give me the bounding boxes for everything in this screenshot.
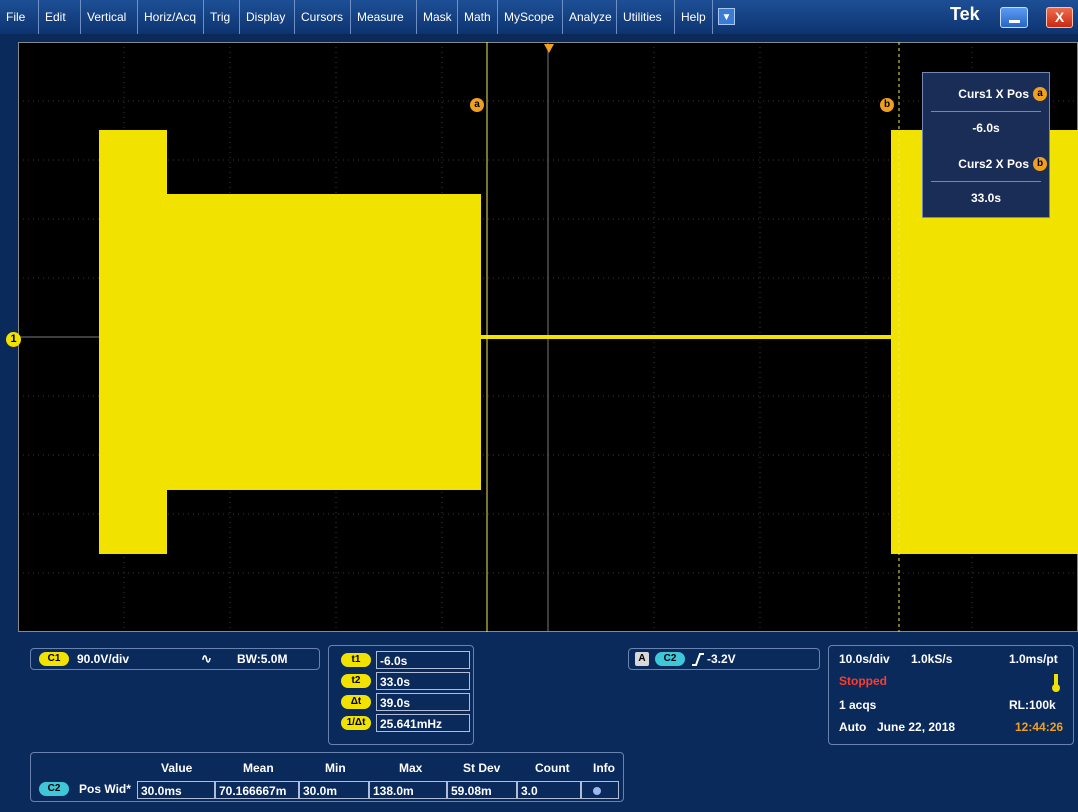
- record-length: RL:100k: [1009, 698, 1056, 712]
- baseline-noise: [481, 335, 891, 339]
- menu-cursors[interactable]: Cursors: [295, 0, 351, 34]
- channel-1-chip: C1: [39, 652, 69, 666]
- rising-edge-icon: [692, 653, 704, 666]
- measurement-mean: 70.166667m: [215, 781, 299, 799]
- measurement-value: 30.0ms: [137, 781, 215, 799]
- menu-vertical[interactable]: Vertical: [81, 0, 138, 34]
- header-st-dev: St Dev: [463, 761, 501, 775]
- vertical-scale: 90.0V/div: [77, 652, 130, 666]
- menu-analyze[interactable]: Analyze: [563, 0, 617, 34]
- acquisition-status: Stopped: [839, 674, 887, 688]
- waveform-graticule: [18, 42, 1078, 632]
- signal-burst: [167, 194, 481, 490]
- channel-1-panel[interactable]: C1 90.0V/div ∿ BW:5.0M: [30, 648, 320, 670]
- inverse-delta-t-value: 25.641mHz: [376, 714, 470, 732]
- minimize-button[interactable]: [1000, 7, 1028, 28]
- curs1-badge: a: [1033, 87, 1047, 101]
- cursor-readout-panel[interactable]: Curs1 X Pos a -6.0s Curs2 X Pos b 33.0s: [922, 72, 1050, 218]
- acquisition-count: 1 acqs: [839, 698, 877, 712]
- cursor-b-badge[interactable]: b: [880, 98, 894, 112]
- menu-trig[interactable]: Trig: [204, 0, 240, 34]
- menu-help[interactable]: Help: [675, 0, 713, 34]
- trigger-position-icon: [544, 44, 554, 53]
- measurement-panel[interactable]: Value Mean Min Max St Dev Count Info C2 …: [30, 752, 624, 802]
- measurement-name: Pos Wid*: [79, 782, 131, 796]
- menu-math[interactable]: Math: [458, 0, 498, 34]
- trigger-mode: Auto: [839, 720, 867, 734]
- curs2-value: 33.0s: [970, 191, 1002, 205]
- curs2-label: Curs2 X Pos: [958, 157, 1029, 171]
- cursor-measure-panel[interactable]: t1 -6.0s t2 33.0s Δt 39.0s 1/Δt 25.641mH…: [328, 645, 474, 745]
- menu-file[interactable]: File: [0, 0, 39, 34]
- trigger-level: -3.2V: [707, 652, 736, 666]
- header-max: Max: [399, 761, 423, 775]
- header-count: Count: [535, 761, 570, 775]
- t1-value: -6.0s: [376, 651, 470, 669]
- divider: [931, 181, 1041, 182]
- menu-display[interactable]: Display: [240, 0, 295, 34]
- curs1-value: -6.0s: [972, 121, 1000, 135]
- measurement-info[interactable]: [581, 781, 619, 799]
- time-per-point: 1.0ms/pt: [1009, 652, 1058, 666]
- horizontal-panel[interactable]: 10.0s/div 1.0kS/s 1.0ms/pt Stopped 1 acq…: [828, 645, 1074, 745]
- sample-rate: 1.0kS/s: [911, 652, 953, 666]
- menu-utilities[interactable]: Utilities: [617, 0, 675, 34]
- ac-coupling-icon: ∿: [201, 651, 212, 666]
- curs1-label: Curs1 X Pos: [958, 87, 1029, 101]
- t2-value: 33.0s: [376, 672, 470, 690]
- signal-burst: [99, 130, 167, 554]
- close-button[interactable]: X: [1046, 7, 1073, 28]
- trigger-source-chip: C2: [655, 652, 685, 666]
- date: June 22, 2018: [877, 720, 956, 734]
- dropdown-arrow-icon[interactable]: ▼: [718, 8, 735, 25]
- info-indicator-icon: [593, 787, 601, 795]
- trigger-a-chip: A: [635, 652, 649, 666]
- channel-1-ground-marker[interactable]: 1: [6, 332, 21, 347]
- measurement-max: 138.0m: [369, 781, 447, 799]
- inverse-delta-t-chip: 1/Δt: [341, 716, 371, 730]
- delta-t-chip: Δt: [341, 695, 371, 709]
- header-min: Min: [325, 761, 346, 775]
- trigger-panel[interactable]: A C2 -3.2V: [628, 648, 820, 670]
- t2-chip: t2: [341, 674, 371, 688]
- menu-edit[interactable]: Edit: [39, 0, 81, 34]
- header-info: Info: [593, 761, 615, 775]
- measurement-count: 3.0: [517, 781, 581, 799]
- waveform-display[interactable]: a b Curs1 X Pos a -6.0s Curs2 X Pos b 33…: [18, 42, 1078, 632]
- cursor-a-badge[interactable]: a: [470, 98, 484, 112]
- menu-horiz-acq[interactable]: Horiz/Acq: [138, 0, 204, 34]
- minimize-icon: [1009, 20, 1020, 23]
- measurement-st-dev: 59.08m: [447, 781, 517, 799]
- delta-t-value: 39.0s: [376, 693, 470, 711]
- time: 12:44:26: [1015, 720, 1064, 734]
- menu-bar: File Edit Vertical Horiz/Acq Trig Displa…: [0, 0, 1078, 34]
- menu-myscope[interactable]: MyScope: [498, 0, 563, 34]
- t1-chip: t1: [341, 653, 371, 667]
- menu-measure[interactable]: Measure: [351, 0, 417, 34]
- measurement-source-chip: C2: [39, 782, 69, 796]
- measurement-min: 30.0m: [299, 781, 369, 799]
- tek-logo: Tek: [950, 4, 980, 24]
- time-per-div: 10.0s/div: [839, 652, 890, 666]
- curs2-badge: b: [1033, 157, 1047, 171]
- thermometer-icon: [1052, 674, 1060, 692]
- bandwidth-limit: BW:5.0M: [237, 652, 288, 666]
- header-value: Value: [161, 761, 193, 775]
- header-mean: Mean: [243, 761, 274, 775]
- menu-mask[interactable]: Mask: [417, 0, 458, 34]
- divider: [931, 111, 1041, 112]
